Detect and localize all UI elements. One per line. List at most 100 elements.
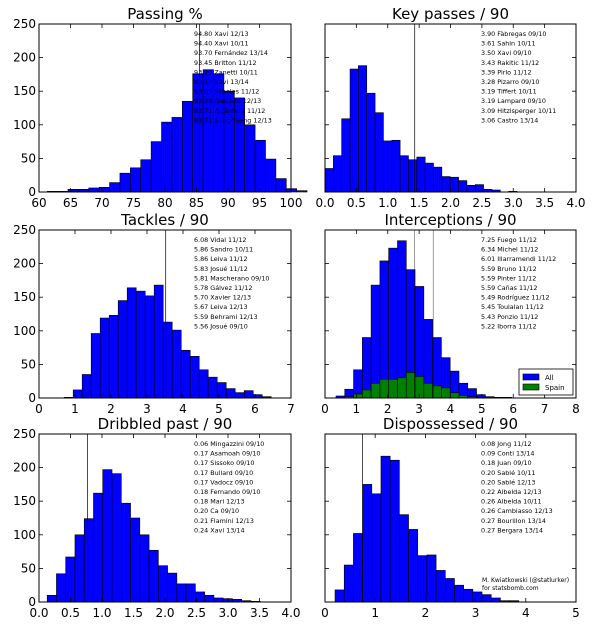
x-tick-label: 100 [280,196,303,210]
histogram-bar [474,184,484,193]
histogram-bar [275,178,287,193]
histogram-bar [198,369,209,399]
histogram-bar [371,493,382,603]
histogram-bar [458,180,468,193]
histogram-bar [207,376,218,399]
y-tick-label: 0 [28,595,36,609]
top-player-annotation: 92.71 Alcántara 11/12 [194,107,265,115]
histogram-bar [399,514,409,603]
top-player-annotation: 5.59 Bruno 11/12 [481,265,537,273]
histogram-bar [108,315,119,399]
panel-title: Dribbled past / 90 [98,415,233,433]
x-tick-label: 4.0 [566,196,585,210]
panel-title: Key passes / 90 [392,5,509,23]
top-player-annotation: 0.09 Conti 13/14 [481,450,534,458]
top-player-annotation: 0.18 Fernando 09/10 [194,488,260,496]
top-player-annotation: 5.67 Leiva 12/13 [194,303,248,311]
top-player-annotation: 5.56 Josué 09/10 [194,322,248,330]
y-tick-label: 150 [13,494,36,508]
histogram-bar [153,284,164,399]
y-tick-label: 50 [21,561,36,575]
histogram-bar [72,389,83,399]
histogram-bar [353,533,363,603]
histogram-bar [432,385,442,399]
histogram-bar [424,162,434,193]
legend-swatch [522,373,540,381]
histogram-bar [463,588,474,603]
y-tick-label: 250 [13,223,36,237]
histogram-bar [109,182,121,193]
x-tick-label: 1 [353,402,361,416]
histogram-bar [349,68,359,193]
x-tick-label: 85 [189,196,204,210]
x-tick-label: 1.5 [410,196,429,210]
histogram-bar [435,570,446,603]
histogram-bar [362,337,372,399]
histogram-bar [333,155,343,193]
x-tick-label: 1.0 [378,196,397,210]
top-player-annotation: 93.45 Britton 11/12 [194,59,257,67]
y-tick-label: 200 [13,461,36,475]
histogram-bar [441,176,451,193]
top-player-annotation: 0.27 Bourillon 13/14 [481,517,546,525]
y-tick-label: 100 [13,324,36,338]
top-player-annotation: 93.13 Xavi 13/14 [194,78,249,86]
histogram-bar [324,168,334,193]
histogram-bar [389,459,400,603]
top-player-annotation: 94.80 Xavi 12/13 [194,30,249,38]
x-tick-label: 0.0 [29,606,48,620]
histogram-bar [243,390,254,399]
histogram-bar [449,392,460,399]
histogram-bar [405,372,416,399]
histogram-bar [370,382,381,399]
top-player-annotation: 3.50 Xavi 09/10 [481,49,532,57]
y-tick-label: 50 [21,357,36,371]
x-tick-label: 70 [94,196,109,210]
plot-frame [324,433,577,603]
histogram-bar [441,387,451,399]
plot-frame [38,229,292,399]
panel-title: Tackles / 90 [120,211,209,229]
x-tick-label: 4.0 [281,606,300,620]
x-tick-label: 3.0 [218,606,237,620]
histogram-bar [102,469,113,603]
credit-note: M. Kwiatkowski (@statlurker) for statsbo… [482,577,569,593]
top-player-annotation: 0.18 Mari 12/13 [194,498,245,506]
histogram-bar [397,240,407,399]
x-tick-label: 90 [220,196,235,210]
top-player-annotation: 5.86 Sandro 10/11 [194,246,253,254]
histogram-bar [83,518,94,603]
top-player-annotation: 0.18 Juan 09/10 [481,459,532,467]
histogram-bar [370,284,381,399]
x-tick-label: 80 [157,196,172,210]
y-tick-label: 0 [28,185,36,199]
top-player-annotation: 0.26 Albelda 10/11 [481,498,542,506]
top-player-annotation: 3.90 Fàbregas 09/10 [481,30,547,38]
top-player-annotation: 94.40 Xavi 10/11 [194,40,249,48]
histogram-bar [81,374,92,399]
histogram-bar [343,564,354,603]
histogram-bar [252,394,263,399]
top-player-annotation: 0.24 Xavi 13/14 [194,526,245,534]
top-player-annotation: 5.59 Pinter 11/12 [481,274,536,282]
histogram-bar [111,473,122,603]
top-player-annotation: 5.86 Leiva 11/12 [194,255,248,263]
top-player-annotation: 3.28 Pizarro 09/10 [481,78,539,86]
histogram-bar [56,573,67,603]
x-tick-label: 3.0 [504,196,523,210]
histogram-bar [90,333,101,399]
histogram-bar [185,583,196,603]
histogram-bar [120,502,131,603]
top-player-annotation: 5.43 Ponzio 11/12 [481,313,538,321]
x-tick-label: 1.5 [124,606,143,620]
y-tick-label: 250 [13,17,36,31]
histogram-bar [74,534,85,603]
x-tick-label: 8 [572,402,580,416]
x-tick-label: 2 [107,402,115,416]
panel-2: Key passes / 90 0.0 0.5 1.0 1.5 2.0 2.5 3.0 3.5 4… [315,5,585,210]
y-tick-label: 50 [21,151,36,165]
top-player-annotation: 93.20 Zanetti 10/11 [194,68,258,76]
x-tick-label: 2.5 [472,196,491,210]
histogram-bar [383,140,393,193]
